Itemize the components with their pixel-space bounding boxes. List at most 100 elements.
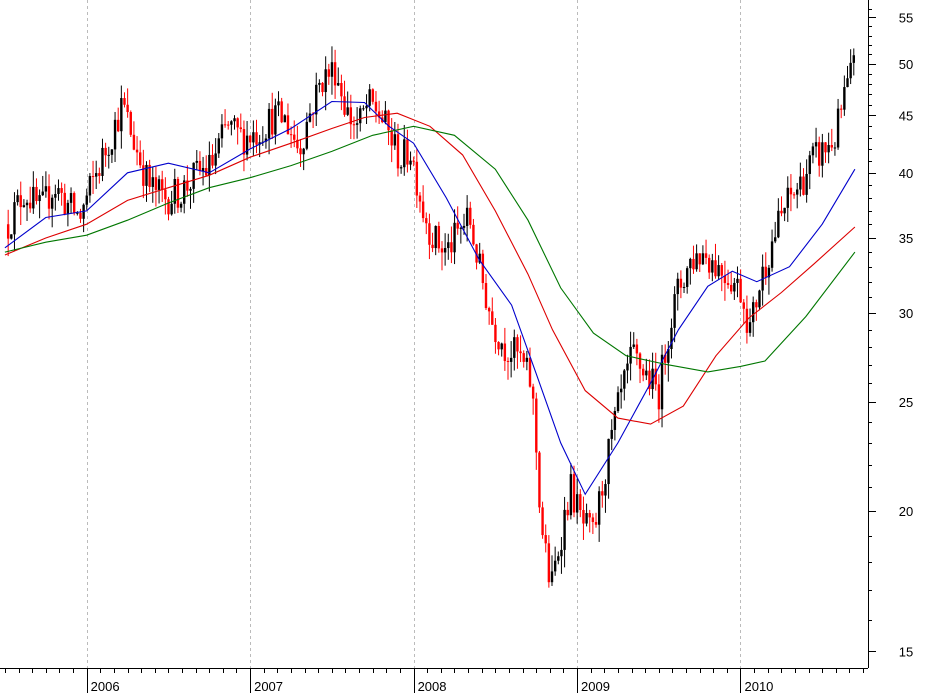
candle-body — [478, 253, 481, 263]
candle — [337, 67, 340, 87]
candle-body — [547, 543, 551, 583]
candle-body — [594, 522, 598, 525]
candle — [572, 465, 576, 518]
candle — [277, 91, 280, 117]
candle-body — [362, 108, 365, 110]
candle-body — [371, 89, 375, 102]
candle — [443, 233, 447, 266]
candle-body — [421, 201, 425, 219]
candle-body — [25, 202, 29, 206]
candle — [528, 347, 532, 388]
candle-body — [657, 384, 661, 410]
candle-body — [116, 119, 120, 132]
candle-body — [679, 278, 683, 288]
candle-body — [484, 283, 488, 309]
candle-body — [132, 134, 136, 150]
candle — [843, 75, 846, 116]
candle-body — [393, 134, 397, 146]
candle — [685, 266, 689, 294]
candle — [509, 341, 513, 378]
candle — [459, 226, 463, 244]
candle — [736, 266, 739, 298]
candle — [296, 125, 299, 154]
candle — [161, 170, 164, 203]
candle — [72, 191, 76, 216]
candle — [814, 127, 818, 158]
candle — [808, 150, 811, 190]
candle — [783, 207, 786, 222]
candle-body — [707, 257, 711, 273]
candle-body — [632, 344, 635, 347]
candle — [19, 181, 22, 226]
candle — [711, 253, 714, 282]
candle-body — [368, 89, 371, 106]
candle — [645, 358, 648, 381]
candle — [673, 286, 676, 343]
candle — [98, 167, 101, 184]
candle-body — [333, 62, 337, 86]
candle — [186, 165, 189, 197]
candle — [623, 368, 626, 401]
candle — [220, 114, 224, 148]
candle-body — [550, 571, 554, 583]
candle-body — [729, 284, 733, 292]
candle-body — [525, 357, 529, 362]
candle-body — [6, 224, 10, 239]
candle — [758, 289, 761, 311]
candle — [597, 486, 601, 542]
candle-body — [186, 180, 189, 191]
candle-body — [223, 124, 227, 126]
candle — [494, 318, 497, 354]
candle-body — [500, 343, 503, 350]
candle — [189, 186, 192, 209]
candle — [330, 46, 334, 95]
candle-body — [723, 275, 727, 284]
candle — [516, 334, 519, 369]
candle-body — [465, 207, 469, 226]
candle — [591, 513, 595, 535]
candle-body — [487, 308, 491, 312]
candle — [827, 132, 830, 164]
candle-body — [714, 260, 717, 277]
candle — [663, 344, 667, 375]
candle — [217, 133, 220, 158]
candle-body — [607, 438, 610, 485]
candle-body — [796, 189, 799, 195]
y-tick-label: 50 — [899, 57, 913, 72]
candle-body — [98, 173, 101, 176]
candle — [522, 350, 525, 368]
candle — [840, 104, 843, 119]
candle — [406, 129, 409, 173]
candle — [579, 489, 582, 518]
candle — [198, 151, 202, 176]
candle — [619, 374, 623, 409]
candle — [167, 196, 170, 221]
candle — [139, 140, 142, 169]
candle — [170, 190, 173, 216]
candle — [607, 438, 610, 499]
candle — [575, 478, 579, 524]
candle — [796, 182, 799, 209]
y-tick-label: 20 — [899, 504, 913, 519]
candle-body — [113, 119, 117, 150]
candle-body — [503, 343, 507, 361]
candle-body — [597, 491, 601, 525]
candle-body — [170, 203, 173, 215]
candle — [384, 101, 387, 125]
candle — [110, 149, 114, 163]
candle — [569, 463, 573, 520]
candle — [425, 212, 428, 235]
candle — [830, 128, 833, 152]
candle — [689, 257, 692, 285]
candle — [535, 392, 538, 470]
candle — [57, 179, 60, 201]
candle-body — [208, 154, 211, 176]
candle — [214, 138, 217, 175]
candle-body — [755, 302, 758, 308]
candle-body — [808, 155, 811, 174]
candle — [54, 184, 57, 211]
candle-body — [428, 223, 431, 245]
candle — [315, 72, 318, 126]
candle — [553, 546, 557, 576]
candle-body — [616, 392, 620, 412]
